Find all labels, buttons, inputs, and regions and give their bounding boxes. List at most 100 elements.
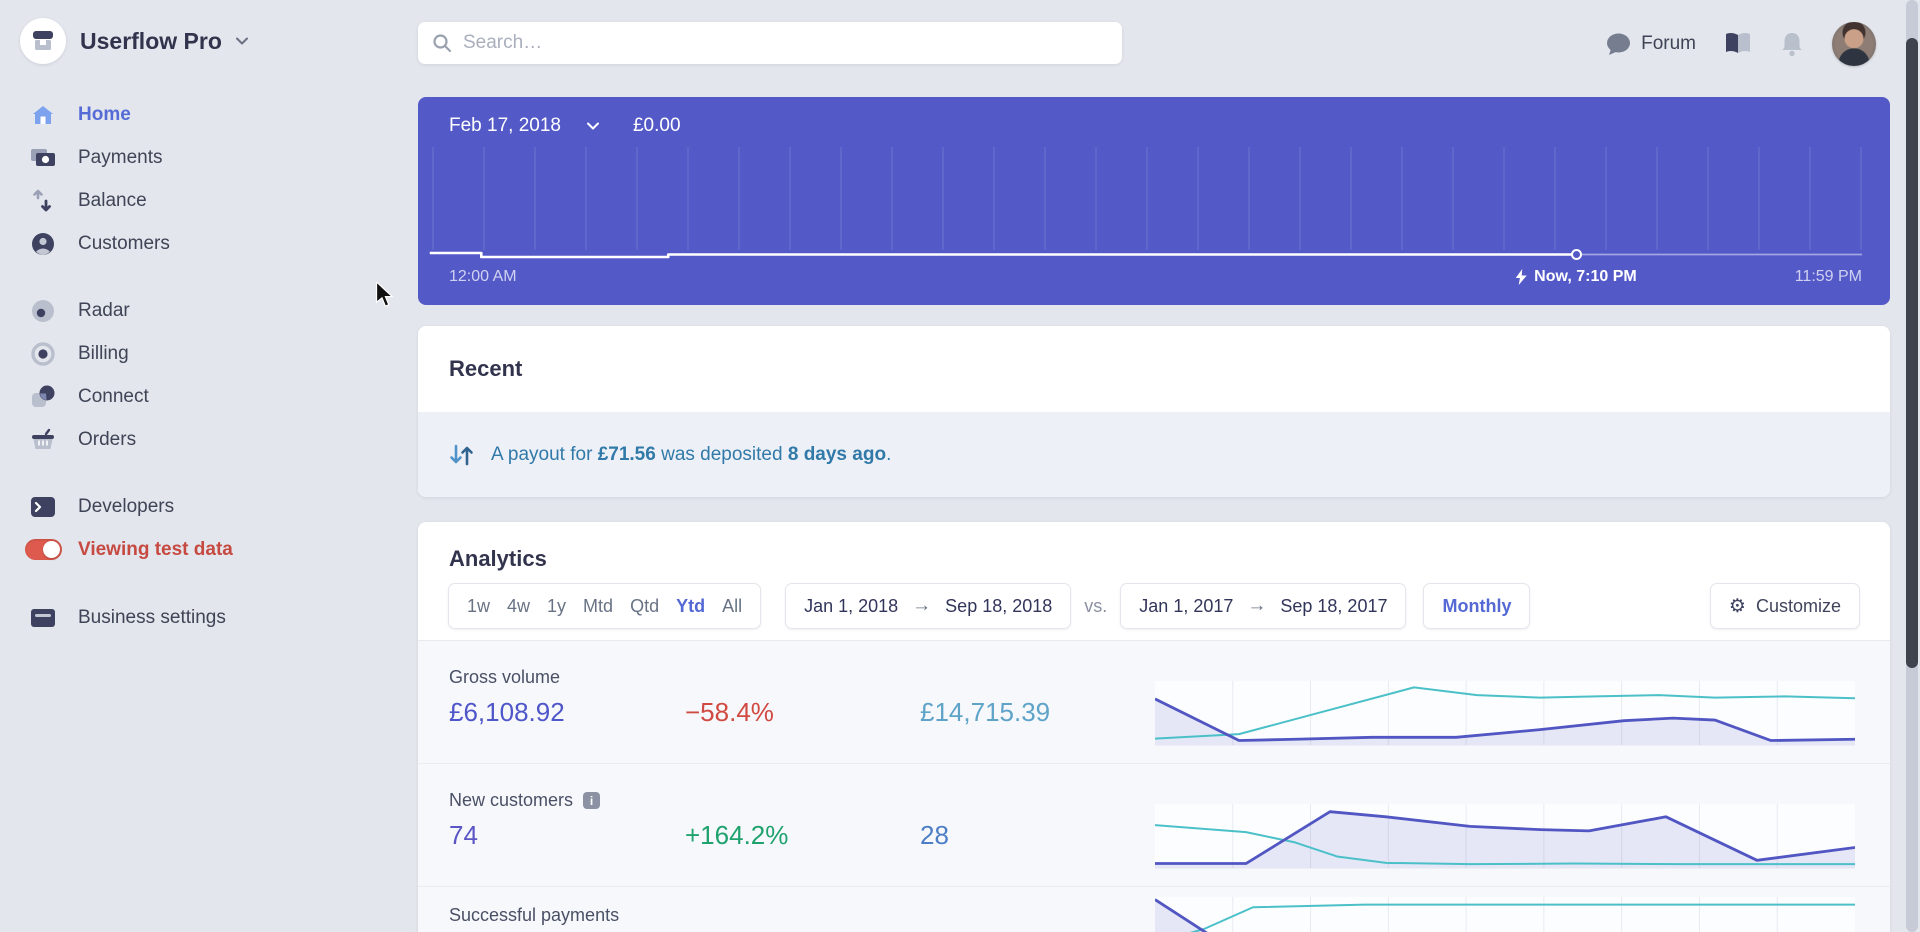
sidebar-item-business-settings[interactable]: Business settings <box>0 596 418 639</box>
period-option-ytd[interactable]: Ytd <box>676 595 706 616</box>
date-range-current[interactable]: Jan 1, 2018 → Sep 18, 2018 <box>785 583 1072 629</box>
range-end: Sep 18, 2017 <box>1280 595 1388 616</box>
sidebar-item-payments[interactable]: Payments <box>0 136 418 179</box>
arrow-right-icon: → <box>912 595 932 616</box>
interval-selector[interactable]: Monthly <box>1423 583 1531 629</box>
metric-row-new-customers[interactable]: New customers i 74 +164.2% 28 <box>418 764 1890 887</box>
radar-icon <box>30 298 56 324</box>
chevron-down-icon[interactable] <box>586 120 599 132</box>
sidebar-item-label: Customers <box>78 232 170 254</box>
period-selector: 1w 4w 1y Mtd Qtd Ytd All <box>448 583 762 629</box>
customers-icon <box>30 231 56 257</box>
range-start: Jan 1, 2017 <box>1139 595 1234 616</box>
metric-sparkline <box>1155 897 1855 932</box>
connect-icon <box>30 384 56 410</box>
metric-row-gross-volume[interactable]: Gross volume £6,108.92 −58.4% £14,715.39 <box>418 641 1890 764</box>
customize-button[interactable]: ⚙ Customize <box>1709 583 1860 629</box>
info-icon[interactable]: i <box>583 792 601 809</box>
time-now-label: Now, 7:10 PM <box>1516 268 1637 286</box>
recent-card: Recent A payout for £71.56 was deposited… <box>418 326 1890 497</box>
payout-activity-row[interactable]: A payout for £71.56 was deposited 8 days… <box>418 412 1890 497</box>
payments-icon <box>30 145 56 171</box>
period-option-1y[interactable]: 1y <box>547 595 567 616</box>
sidebar-nav: Home Payments Balance Customers Radar <box>0 93 418 639</box>
analytics-card: Analytics 1w 4w 1y Mtd Qtd Ytd All Jan 1… <box>418 522 1890 932</box>
sidebar-item-connect[interactable]: Connect <box>0 375 418 418</box>
sidebar-item-developers[interactable]: Developers <box>0 485 418 528</box>
lightning-bolt-icon <box>1516 269 1528 285</box>
today-amount: £0.00 <box>632 115 681 136</box>
sidebar-item-label: Orders <box>78 428 137 450</box>
sidebar-item-balance[interactable]: Balance <box>0 179 418 222</box>
brand-name: Userflow Pro <box>80 27 222 54</box>
sidebar: Userflow Pro Home Payments Balance <box>0 0 418 932</box>
sidebar-item-customers[interactable]: Customers <box>0 222 418 265</box>
sidebar-item-label: Connect <box>78 385 149 407</box>
scrollbar-thumb[interactable] <box>1906 38 1918 668</box>
search-input[interactable] <box>463 32 1108 54</box>
period-option-all[interactable]: All <box>722 595 743 616</box>
sidebar-item-label: Radar <box>78 299 130 321</box>
today-chart-panel: Feb 17, 2018 £0.00 12:00 AM Now, 7:10 PM… <box>418 97 1890 305</box>
metric-label: Gross volume <box>449 667 561 687</box>
time-start-label: 12:00 AM <box>449 268 517 285</box>
forum-label: Forum <box>1641 33 1696 54</box>
chevron-down-icon <box>235 37 248 45</box>
metric-current-value: 74 <box>449 820 478 850</box>
test-data-toggle[interactable] <box>25 537 62 563</box>
notifications-bell-icon[interactable] <box>1780 31 1804 57</box>
gear-icon: ⚙ <box>1728 595 1746 617</box>
arrow-right-icon: → <box>1247 595 1267 616</box>
billing-icon <box>30 341 56 367</box>
payout-time: 8 days ago <box>787 443 887 465</box>
sidebar-item-orders[interactable]: Orders <box>0 418 418 461</box>
metric-label: Successful payments <box>449 905 620 925</box>
payout-arrows-icon <box>450 444 473 465</box>
search-icon <box>433 34 452 53</box>
orders-icon <box>30 427 56 453</box>
metric-label: New customers i <box>449 790 601 811</box>
period-option-mtd[interactable]: Mtd <box>583 595 614 616</box>
metric-sparkline <box>1155 804 1855 869</box>
period-option-1w[interactable]: 1w <box>467 595 491 616</box>
search-bar[interactable] <box>418 22 1122 64</box>
recent-title: Recent <box>449 356 523 381</box>
range-start: Jan 1, 2018 <box>804 595 899 616</box>
analytics-title: Analytics <box>449 546 547 571</box>
sidebar-item-label: Home <box>78 103 131 125</box>
business-settings-icon <box>30 605 56 631</box>
period-option-4w[interactable]: 4w <box>507 595 531 616</box>
sidebar-item-label: Payments <box>78 146 163 168</box>
range-end: Sep 18, 2018 <box>945 595 1053 616</box>
metric-row-successful-payments[interactable]: Successful payments <box>418 887 1890 932</box>
user-avatar[interactable] <box>1832 22 1876 66</box>
analytics-filters: 1w 4w 1y Mtd Qtd Ytd All Jan 1, 2018 → S… <box>418 583 1890 629</box>
today-date-selector[interactable]: Feb 17, 2018 <box>449 115 561 136</box>
payout-amount: £71.56 <box>597 443 656 465</box>
metric-change-percent: −58.4% <box>685 697 774 727</box>
sidebar-item-radar[interactable]: Radar <box>0 289 418 332</box>
sidebar-item-billing[interactable]: Billing <box>0 332 418 375</box>
today-chart-line <box>418 97 1890 305</box>
time-end-label: 11:59 PM <box>1794 268 1862 285</box>
docs-book-icon[interactable] <box>1724 32 1752 56</box>
metric-previous-value: 28 <box>920 820 949 850</box>
account-switcher[interactable]: Userflow Pro <box>20 18 248 64</box>
period-option-qtd[interactable]: Qtd <box>630 595 660 616</box>
storefront-icon <box>33 31 53 50</box>
customize-label: Customize <box>1755 595 1841 616</box>
header-actions: Forum <box>1606 22 1876 66</box>
sidebar-item-label: Developers <box>78 495 175 517</box>
now-marker-dot <box>1570 249 1582 260</box>
today-chart-gridlines <box>432 147 1876 250</box>
store-logo <box>20 18 66 64</box>
date-range-previous[interactable]: Jan 1, 2017 → Sep 18, 2017 <box>1120 583 1407 629</box>
sidebar-item-home[interactable]: Home <box>0 93 418 136</box>
sidebar-item-viewing-test-data[interactable]: Viewing test data <box>0 528 418 571</box>
metric-current-value: £6,108.92 <box>449 697 565 727</box>
sidebar-item-label: Business settings <box>78 606 226 628</box>
metric-previous-value: £14,715.39 <box>920 697 1051 727</box>
forum-link[interactable]: Forum <box>1606 33 1696 56</box>
metric-sparkline <box>1155 681 1855 746</box>
sidebar-item-label: Balance <box>78 189 147 211</box>
